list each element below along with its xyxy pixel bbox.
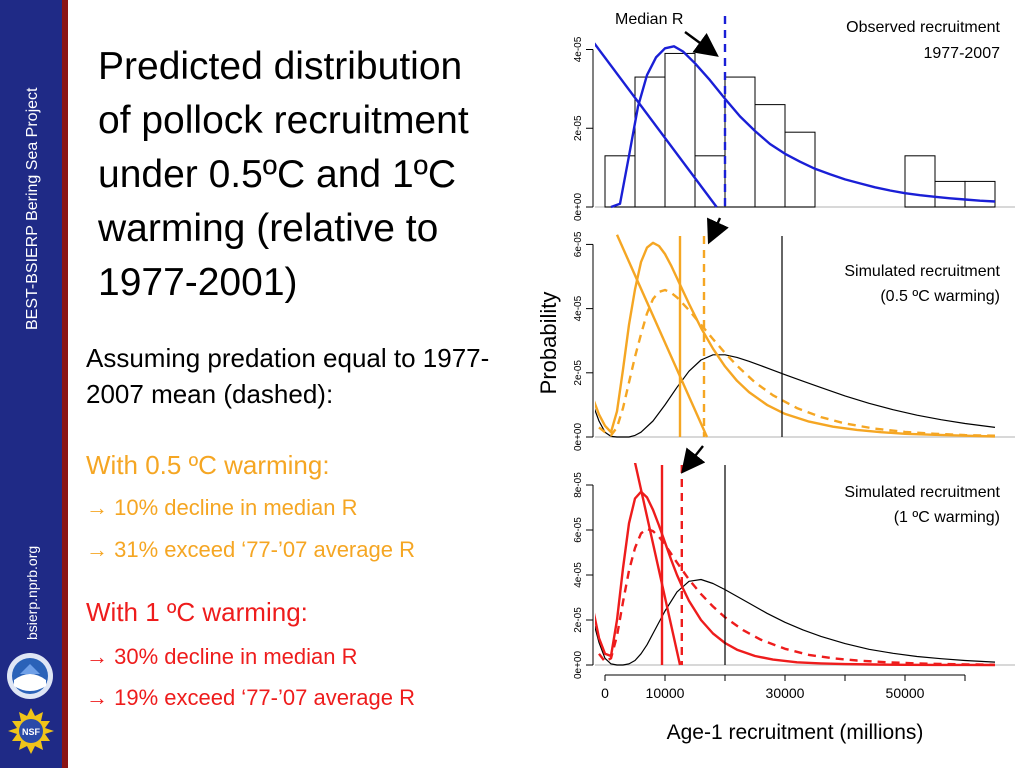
x-tick-label: 50000: [886, 685, 925, 701]
panel-label: (0.5 ºC warming): [880, 288, 1000, 305]
series-line: [633, 463, 682, 666]
warming-05-bullet: → 31% exceed ‘77-’07 average R: [86, 537, 415, 562]
title-line: of pollock recruitment: [98, 99, 469, 142]
warming-05-bullet: → 10% decline in median R: [86, 495, 358, 520]
warming-1-bullet: → 30% decline in median R: [86, 644, 358, 669]
histogram-bar: [964, 180, 996, 208]
arrow-icon: [707, 217, 729, 245]
arrow-icon: [681, 445, 706, 474]
histogram-bar: [754, 104, 786, 208]
histogram-bar: [664, 52, 696, 208]
title-line: Predicted distribution: [98, 45, 463, 88]
y-tick-label: 0e+00: [573, 651, 584, 680]
histogram-bar: [724, 76, 756, 208]
title-line: under 0.5ºC and 1ºC: [98, 153, 457, 196]
histogram-bar: [904, 155, 936, 208]
x-axis: 0 10000 30000 50000: [601, 674, 966, 701]
panel-label: Observed recruitment: [846, 19, 1000, 36]
panel-label: 1977-2007: [923, 45, 1000, 62]
x-tick-label: 10000: [646, 685, 685, 701]
panel-label: Simulated recruitment: [844, 263, 1000, 280]
y-tick-label: 4e-05: [573, 562, 584, 588]
x-tick-label: 30000: [766, 685, 805, 701]
title-line: warming (relative to: [98, 207, 439, 250]
series-line: [595, 42, 718, 208]
x-axis-label: Age-1 recruitment (millions): [667, 721, 924, 744]
series-line: [598, 527, 996, 666]
series-line: [595, 578, 996, 666]
y-tick-label: 0e+00: [573, 423, 584, 452]
histogram-bar: [784, 131, 816, 208]
histogram-bar: [934, 180, 966, 208]
panel-label: Simulated recruitment: [844, 484, 1000, 501]
chart-panel: 0e+00 2e-05 4e-05 6e-05 8e-05 Simulated recru…: [573, 463, 1015, 680]
sidebar: BEST-BSIERP Bering Sea Project bsierp.np…: [0, 0, 62, 768]
series-line: [598, 288, 996, 437]
y-tick-label: 4e-05: [573, 295, 584, 321]
project-name: BEST-BSIERP Bering Sea Project: [24, 87, 41, 330]
slide-title: Predicted distribution of pollock recrui…: [98, 40, 538, 310]
y-tick-label: 6e-05: [573, 231, 584, 257]
panel-label: (1 ºC warming): [894, 509, 1000, 526]
website-link[interactable]: bsierp.nprb.org: [24, 545, 40, 640]
y-tick-label: 2e-05: [573, 115, 584, 141]
arrow-icon: [684, 31, 719, 57]
series-line: [610, 45, 996, 209]
warming-05-heading: With 0.5 ºC warming:: [86, 450, 330, 480]
nsf-logo-text: NSF: [22, 727, 41, 737]
series-line: [595, 490, 996, 667]
series-line: [595, 354, 996, 438]
title-line: 1977-2001): [98, 261, 298, 304]
x-tick-label: 0: [601, 685, 609, 701]
intro-text: Assuming predation equal to 1977-2007 me…: [86, 343, 490, 409]
sidebar-accent-bar: [62, 0, 68, 768]
y-tick-label: 6e-05: [573, 517, 584, 543]
nsf-logo-icon: NSF: [8, 708, 54, 754]
y-tick-label: 2e-05: [573, 607, 584, 633]
y-tick-label: 4e-05: [573, 36, 584, 62]
warming-1-bullet: → 19% exceed ‘77-’07 average R: [86, 685, 415, 710]
noaa-logo-icon: [7, 653, 53, 699]
y-tick-label: 0e+00: [573, 193, 584, 222]
y-tick-label: 8e-05: [573, 472, 584, 498]
y-tick-label: 2e-05: [573, 360, 584, 386]
y-axis-label: Probability: [536, 292, 561, 395]
series-line: [595, 241, 996, 438]
chart-panel: 0e+00 2e-05 4e-05 6e-05 Simulated recruitmen…: [573, 231, 1015, 451]
histogram-bar: [634, 76, 666, 208]
median-r-annotation: Median R: [615, 11, 683, 28]
chart-panel: 0e+00 2e-05 4e-05 Observed recruitment 1977-…: [573, 11, 1015, 221]
warming-1-heading: With 1 ºC warming:: [86, 597, 308, 627]
series-line: [615, 234, 709, 438]
recruitment-chart: Probability Age-1 recruitment (millions)…: [536, 11, 1015, 744]
